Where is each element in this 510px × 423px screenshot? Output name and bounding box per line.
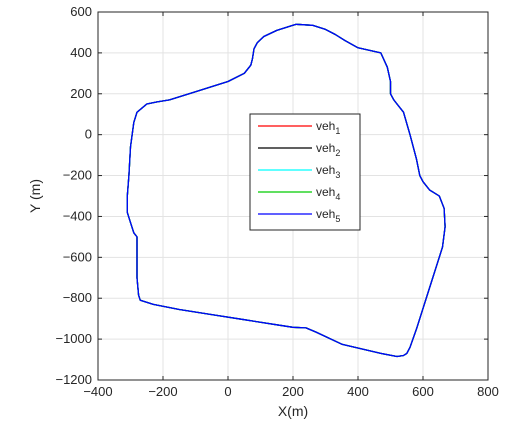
y-axis-label: Y (m) <box>27 179 43 213</box>
x-axis-label: X(m) <box>278 403 308 419</box>
series-line-veh5 <box>126 23 446 358</box>
x-tick-label: 800 <box>477 384 499 399</box>
legend-label-veh2: veh2 <box>316 141 340 158</box>
y-axis-ticks: −1200 −1000 −800 −600 −400 −200 0 200 400 600 <box>55 4 488 387</box>
y-tick-label: −1000 <box>55 331 92 346</box>
x-tick-label: 400 <box>347 384 369 399</box>
legend-label-veh4: veh4 <box>316 185 340 202</box>
x-tick-label: −200 <box>148 384 177 399</box>
y-tick-label: 0 <box>85 127 92 142</box>
y-tick-label: 200 <box>70 86 92 101</box>
legend-box <box>249 113 361 231</box>
y-tick-label: 600 <box>70 4 92 19</box>
legend-label-veh3: veh3 <box>316 163 340 180</box>
x-tick-label: 200 <box>282 384 304 399</box>
x-axis-ticks: −400 −200 0 200 400 600 800 <box>83 12 499 399</box>
x-tick-label: 0 <box>224 384 231 399</box>
x-tick-label: 600 <box>412 384 434 399</box>
legend: veh1 veh2 veh3 veh4 veh5 <box>249 113 361 231</box>
y-tick-label: −600 <box>63 249 92 264</box>
legend-label-veh1: veh1 <box>316 119 340 136</box>
y-tick-label: −200 <box>63 168 92 183</box>
y-tick-label: −800 <box>63 290 92 305</box>
y-tick-label: −400 <box>63 208 92 223</box>
legend-label-veh5: veh5 <box>316 207 340 224</box>
x-tick-label: −400 <box>83 384 112 399</box>
grid-lines <box>98 12 488 380</box>
y-tick-label: −1200 <box>55 372 92 387</box>
y-tick-label: 400 <box>70 45 92 60</box>
trajectory-curves <box>126 23 446 358</box>
